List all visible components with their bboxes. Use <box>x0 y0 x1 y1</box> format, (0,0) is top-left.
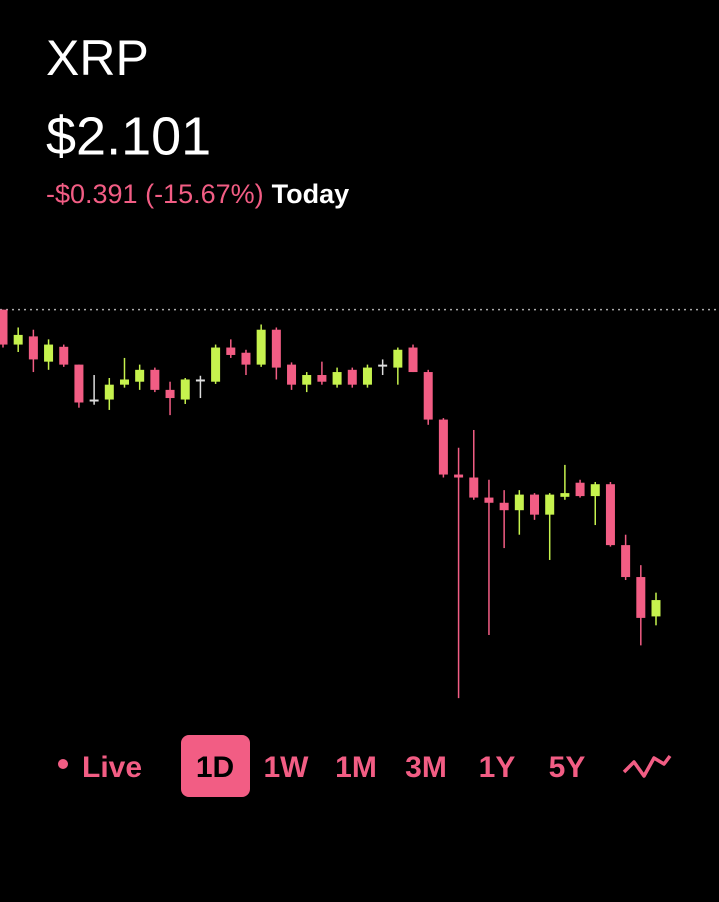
candle-body <box>378 364 388 367</box>
candle-body <box>256 329 266 365</box>
candle-body <box>621 545 631 578</box>
candle-body <box>59 346 69 365</box>
icon-line <box>622 754 672 778</box>
candle-body <box>575 482 585 497</box>
candle-body <box>0 309 8 345</box>
candle-body <box>423 372 433 420</box>
candle-body <box>332 372 342 385</box>
range-selector: Live 1D 1W 1M 3M 1Y 5Y <box>58 735 672 797</box>
candle-body <box>165 389 175 399</box>
range-option[interactable]: 1Y <box>479 751 516 784</box>
range-option[interactable]: 1M <box>335 751 377 784</box>
change-line: -$0.391 (-15.67%) Today <box>46 179 349 209</box>
candle-body <box>180 379 190 400</box>
candle-body <box>530 494 540 515</box>
candle-body <box>651 600 661 617</box>
candle-body <box>44 344 54 362</box>
range-option[interactable]: 3M <box>405 751 447 784</box>
selected-range-bg <box>181 735 250 797</box>
candle-body <box>13 334 23 345</box>
candle-body <box>454 474 464 478</box>
live-label[interactable]: Live <box>82 751 142 784</box>
chart-style-icon[interactable] <box>622 754 672 778</box>
candle-body <box>195 379 205 382</box>
candle-body <box>605 484 615 546</box>
range-option[interactable]: 1W <box>264 751 310 784</box>
range-option[interactable]: 5Y <box>549 751 586 784</box>
candle-body <box>545 494 555 515</box>
range-option[interactable]: 1D <box>196 751 234 784</box>
candle-body <box>135 369 145 382</box>
candle-body <box>408 347 418 373</box>
candle-body <box>636 577 646 618</box>
candle-body <box>211 347 221 382</box>
candle-body <box>347 369 357 385</box>
asset-title: XRP <box>46 30 149 86</box>
candle-body <box>271 329 281 368</box>
candle-body <box>362 367 372 385</box>
candle-body <box>287 364 297 385</box>
candle-body <box>226 347 236 355</box>
candle-body <box>590 484 600 497</box>
candle-body <box>241 352 251 365</box>
candle-body <box>89 399 99 402</box>
candle-body <box>469 477 479 498</box>
candle-chart <box>0 308 719 699</box>
live-dot <box>58 759 68 769</box>
candle-body <box>499 502 509 511</box>
candle-body <box>119 379 129 385</box>
candle-body <box>150 369 160 390</box>
candle-body <box>484 497 494 503</box>
candle-body <box>317 375 327 382</box>
candle-body <box>438 419 448 475</box>
change: -$0.391 (-15.67%) <box>46 179 264 209</box>
candle-body <box>28 336 38 360</box>
candle-body <box>302 375 312 385</box>
candle-body <box>514 494 524 511</box>
period: Today <box>272 179 350 209</box>
candle-body <box>74 364 84 403</box>
candle-body <box>393 349 403 368</box>
price: $2.101 <box>46 106 211 166</box>
candle-body <box>560 493 570 497</box>
candle-body <box>104 384 114 400</box>
